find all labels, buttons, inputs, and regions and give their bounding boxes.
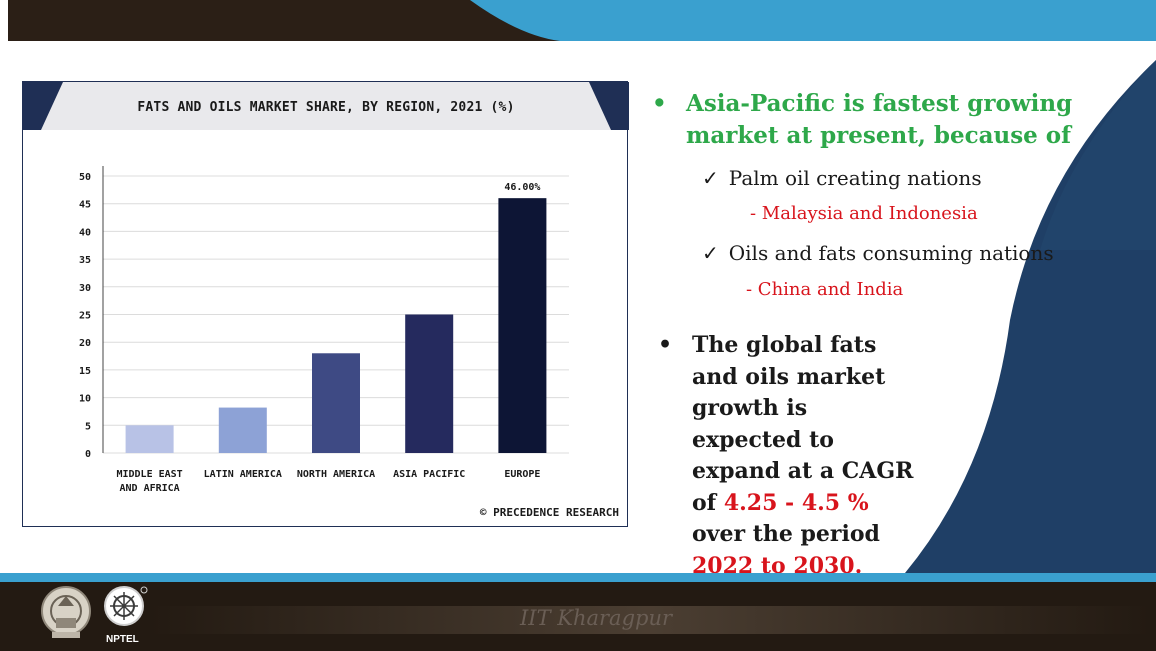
footer: IIT Kharagpur bbox=[0, 573, 1156, 651]
y-tick-label: 25 bbox=[79, 311, 91, 322]
y-tick-label: 5 bbox=[85, 421, 91, 432]
x-category-label: NORTH AMERICA bbox=[297, 469, 375, 480]
bar bbox=[405, 315, 453, 454]
sub-bullet-palm-oil: ✓ Palm oil creating nations bbox=[702, 166, 982, 190]
y-tick-label: 10 bbox=[79, 394, 91, 405]
x-category-label: LATIN AMERICA bbox=[204, 469, 282, 480]
bar bbox=[126, 425, 174, 453]
cagr-range: 4.25 - 4.5 % bbox=[724, 490, 869, 516]
y-tick-label: 20 bbox=[79, 338, 91, 349]
nptel-logo-icon bbox=[100, 584, 150, 632]
y-tick-label: 30 bbox=[79, 283, 91, 294]
sub-bullet-consuming-nations: ✓ Oils and fats consuming nations bbox=[702, 241, 1054, 265]
check-icon: ✓ bbox=[702, 241, 719, 265]
y-tick-label: 50 bbox=[79, 172, 91, 183]
bullet-global-growth: • The global fats and oils market growth… bbox=[652, 330, 922, 582]
chart-bars bbox=[126, 198, 547, 453]
chart-title: FATS AND OILS MARKET SHARE, BY REGION, 2… bbox=[23, 100, 629, 115]
y-tick-label: 45 bbox=[79, 200, 91, 211]
bar-data-label: 46.00% bbox=[504, 182, 540, 193]
iit-kharagpur-logo-icon bbox=[38, 584, 94, 642]
note-malaysia-indonesia: - Malaysia and Indonesia bbox=[750, 203, 978, 224]
bar bbox=[498, 198, 546, 453]
check-icon: ✓ bbox=[702, 166, 719, 190]
bullet-asia-pacific-text: Asia-Pacific is fastest growing market a… bbox=[652, 88, 1092, 152]
x-category-label: ASIA PACIFIC bbox=[393, 469, 465, 480]
bullet-asia-pacific: • Asia-Pacific is fastest growing market… bbox=[652, 88, 1092, 152]
growth-text-part2: over the period bbox=[692, 521, 880, 547]
y-tick-label: 0 bbox=[85, 449, 91, 460]
footer-bar: IIT Kharagpur bbox=[0, 582, 1156, 651]
y-tick-label: 40 bbox=[79, 227, 91, 238]
x-category-label: EUROPE bbox=[504, 469, 540, 480]
y-tick-label: 35 bbox=[79, 255, 91, 266]
x-category-label: MIDDLE EAST bbox=[116, 469, 182, 480]
bullet-global-growth-text: The global fats and oils market growth i… bbox=[652, 330, 922, 582]
bar bbox=[312, 353, 360, 453]
footer-stripe bbox=[0, 573, 1156, 582]
bar-chart-card: 50 45 40 35 30 25 20 15 10 5 0 MIDDLE EAST AND AFRI… bbox=[22, 81, 628, 527]
note-china-india: - China and India bbox=[746, 279, 903, 300]
growth-text-part1: The global fats and oils market growth i… bbox=[692, 332, 913, 516]
footer-institute: IIT Kharagpur bbox=[520, 606, 672, 630]
bullet-dot: • bbox=[658, 330, 672, 362]
bullet-dot: • bbox=[652, 88, 667, 120]
sub-bullet-palm-oil-text: Palm oil creating nations bbox=[729, 166, 982, 190]
chart-source: © PRECEDENCE RESEARCH bbox=[480, 506, 619, 519]
sub-bullet-consuming-nations-text: Oils and fats consuming nations bbox=[729, 241, 1054, 265]
y-tick-label: 15 bbox=[79, 366, 91, 377]
x-category-label: AND AFRICA bbox=[119, 483, 179, 494]
top-banner bbox=[0, 0, 1156, 44]
nptel-label: NPTEL bbox=[106, 634, 139, 645]
bar bbox=[219, 408, 267, 453]
